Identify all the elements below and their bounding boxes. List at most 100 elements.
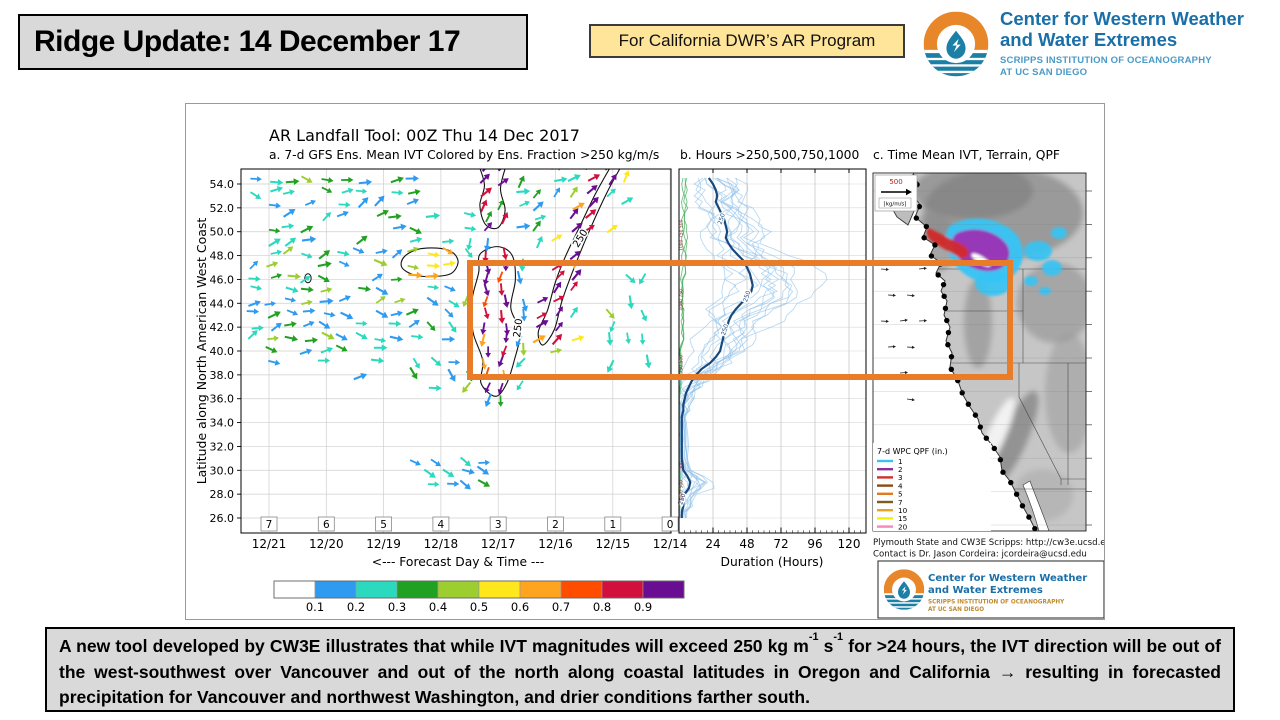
ivt-arrow-icon — [270, 249, 283, 256]
ivt-arrow-icon — [281, 223, 295, 230]
ivt-arrow-icon — [497, 178, 509, 187]
ivt-arrow-icon — [447, 368, 456, 382]
ivt-arrow-icon — [249, 260, 259, 270]
ivt-arrow-icon — [335, 344, 348, 352]
ivt-arrow-icon — [571, 269, 582, 281]
ivt-arrow-icon — [515, 357, 526, 368]
ivt-arrow-icon — [516, 188, 531, 195]
forecast-date-label: 12/19 — [366, 537, 401, 551]
ivt-arrow-icon — [482, 272, 490, 286]
panel-a: 54.0 52.0 50.0 48.0 46.0 44.0 42.0 40.0 38.0 36.0… — [194, 168, 687, 569]
ivt-arrow-icon — [321, 331, 335, 340]
ivt-arrow-icon — [352, 247, 365, 254]
ivt-arrow-icon — [554, 176, 568, 183]
ivt-arrow-icon — [553, 281, 562, 294]
ivt-arrow-icon — [412, 357, 420, 369]
ivt-arrow-icon — [390, 310, 403, 317]
ivt-arrow-icon — [606, 332, 614, 346]
ivt-arrow-icon — [444, 308, 454, 318]
ivt-arrow-icon — [482, 296, 489, 308]
duration-tick-label: 48 — [739, 537, 754, 551]
ivt-arrow-icon — [442, 468, 455, 478]
ivt-scale-units: [kg/m/s] — [884, 202, 907, 208]
duration-tick-label: 120 — [838, 537, 861, 551]
ivt-arrow-icon — [553, 187, 561, 198]
forecast-day-box-label: 5 — [380, 519, 387, 531]
logo-bottom-sub2: AT UC SAN DIEGO — [928, 607, 984, 613]
colorbar-tick-label: 0.8 — [593, 600, 611, 614]
ivt-arrow-icon — [609, 321, 616, 333]
ivt-arrow-icon — [390, 176, 404, 184]
ivt-arrow-icon — [442, 246, 454, 255]
ivt-arrow-icon — [427, 481, 440, 488]
ivt-arrow-icon — [498, 283, 505, 296]
ivt-arrow-icon — [391, 189, 404, 196]
ivt-arrow-icon — [341, 176, 354, 184]
ivt-arrow-icon — [317, 260, 332, 268]
lat-tick-label: 34.0 — [210, 417, 235, 430]
ivt-arrow-icon — [394, 297, 406, 304]
ivt-arrow-icon — [483, 307, 490, 320]
colorbar-tick-label: 0.4 — [429, 600, 447, 614]
lat-tick-label: 40.0 — [210, 345, 235, 358]
ivt-arrow-icon — [376, 209, 389, 218]
ivt-arrow-icon — [569, 250, 581, 261]
ivt-arrow-icon — [477, 479, 491, 487]
ivt-arrow-icon — [551, 169, 564, 171]
ivt-arrow-icon — [248, 275, 261, 282]
panel-b-title: b. Hours >250,500,750,1000 — [680, 148, 859, 162]
lat-tick-label: 32.0 — [210, 440, 235, 453]
ivt-arrow-icon — [375, 296, 386, 304]
ivt-arrow-icon — [517, 175, 525, 189]
logo-bottom-name1: Center for Western Weather — [928, 573, 1087, 584]
forecast-day-box-label: 3 — [495, 519, 502, 531]
ivt-arrow-icon — [388, 320, 402, 327]
ivt-arrow-icon — [516, 222, 531, 230]
ivt-arrow-icon — [407, 188, 421, 196]
ivt-arrow-icon — [423, 468, 436, 478]
slide-title: Ridge Update: 14 December 17 — [34, 25, 461, 58]
ivt-arrow-icon — [448, 321, 457, 333]
colorbar-tick-label: 0.5 — [470, 600, 488, 614]
ivt-arrow-icon — [476, 465, 490, 475]
ivt-arrow-icon — [355, 320, 368, 327]
forecast-day-box-label: 4 — [438, 519, 445, 531]
ivt-arrow-icon — [586, 185, 598, 195]
ivt-arrow-icon — [535, 320, 549, 329]
ivt-arrow-icon — [521, 298, 529, 312]
ivt-arrow-icon — [322, 212, 332, 222]
panel-b-xlabel: Duration (Hours) — [721, 555, 824, 569]
ivt-arrow-icon — [519, 200, 530, 207]
ivt-arrow-icon — [532, 220, 541, 232]
forecast-day-box-label: 6 — [323, 519, 330, 531]
ivt-arrow-icon — [464, 225, 477, 232]
figure-title: AR Landfall Tool: 00Z Thu 14 Dec 2017 — [269, 126, 580, 145]
lat-tick-label: 46.0 — [210, 273, 235, 286]
ivt-arrow-icon — [459, 479, 471, 490]
ivt-arrow-icon — [299, 275, 311, 284]
qpf-legend-entry-label: 20 — [898, 522, 908, 531]
ivt-arrow-icon — [425, 212, 441, 220]
ivt-arrow-icon — [535, 235, 543, 249]
ivt-arrow-icon — [282, 208, 296, 218]
figure-credits-line1: Plymouth State and CW3E Scripps: http://… — [873, 538, 1104, 548]
ivt-arrow-icon — [409, 459, 421, 466]
ivt-arrow-icon — [411, 333, 424, 340]
ivt-arrow-icon — [584, 209, 597, 219]
ivt-arrow-icon — [480, 322, 487, 335]
ivt-arrow-icon — [358, 179, 373, 186]
ar-landfall-figure: AR Landfall Tool: 00Z Thu 14 Dec 2017 a. … — [185, 103, 1117, 620]
ivt-arrow-icon — [392, 223, 407, 231]
ivt-arrow-icon — [301, 252, 313, 259]
ivt-arrow-icon — [375, 286, 389, 295]
ivt-arrow-icon — [460, 456, 471, 467]
ivt-arrow-icon — [407, 246, 419, 253]
figure-canvas: AR Landfall Tool: 00Z Thu 14 Dec 2017 a. … — [194, 126, 1117, 619]
ivt-arrow-icon — [478, 459, 491, 466]
ivt-arrow-icon — [389, 335, 404, 342]
ivt-arrow-icon — [606, 188, 616, 198]
ivt-arrow-icon — [409, 366, 418, 380]
ivt-arrow-icon — [532, 335, 546, 344]
ivt-arrow-icon — [251, 325, 264, 332]
panel-a-plot — [246, 169, 652, 490]
